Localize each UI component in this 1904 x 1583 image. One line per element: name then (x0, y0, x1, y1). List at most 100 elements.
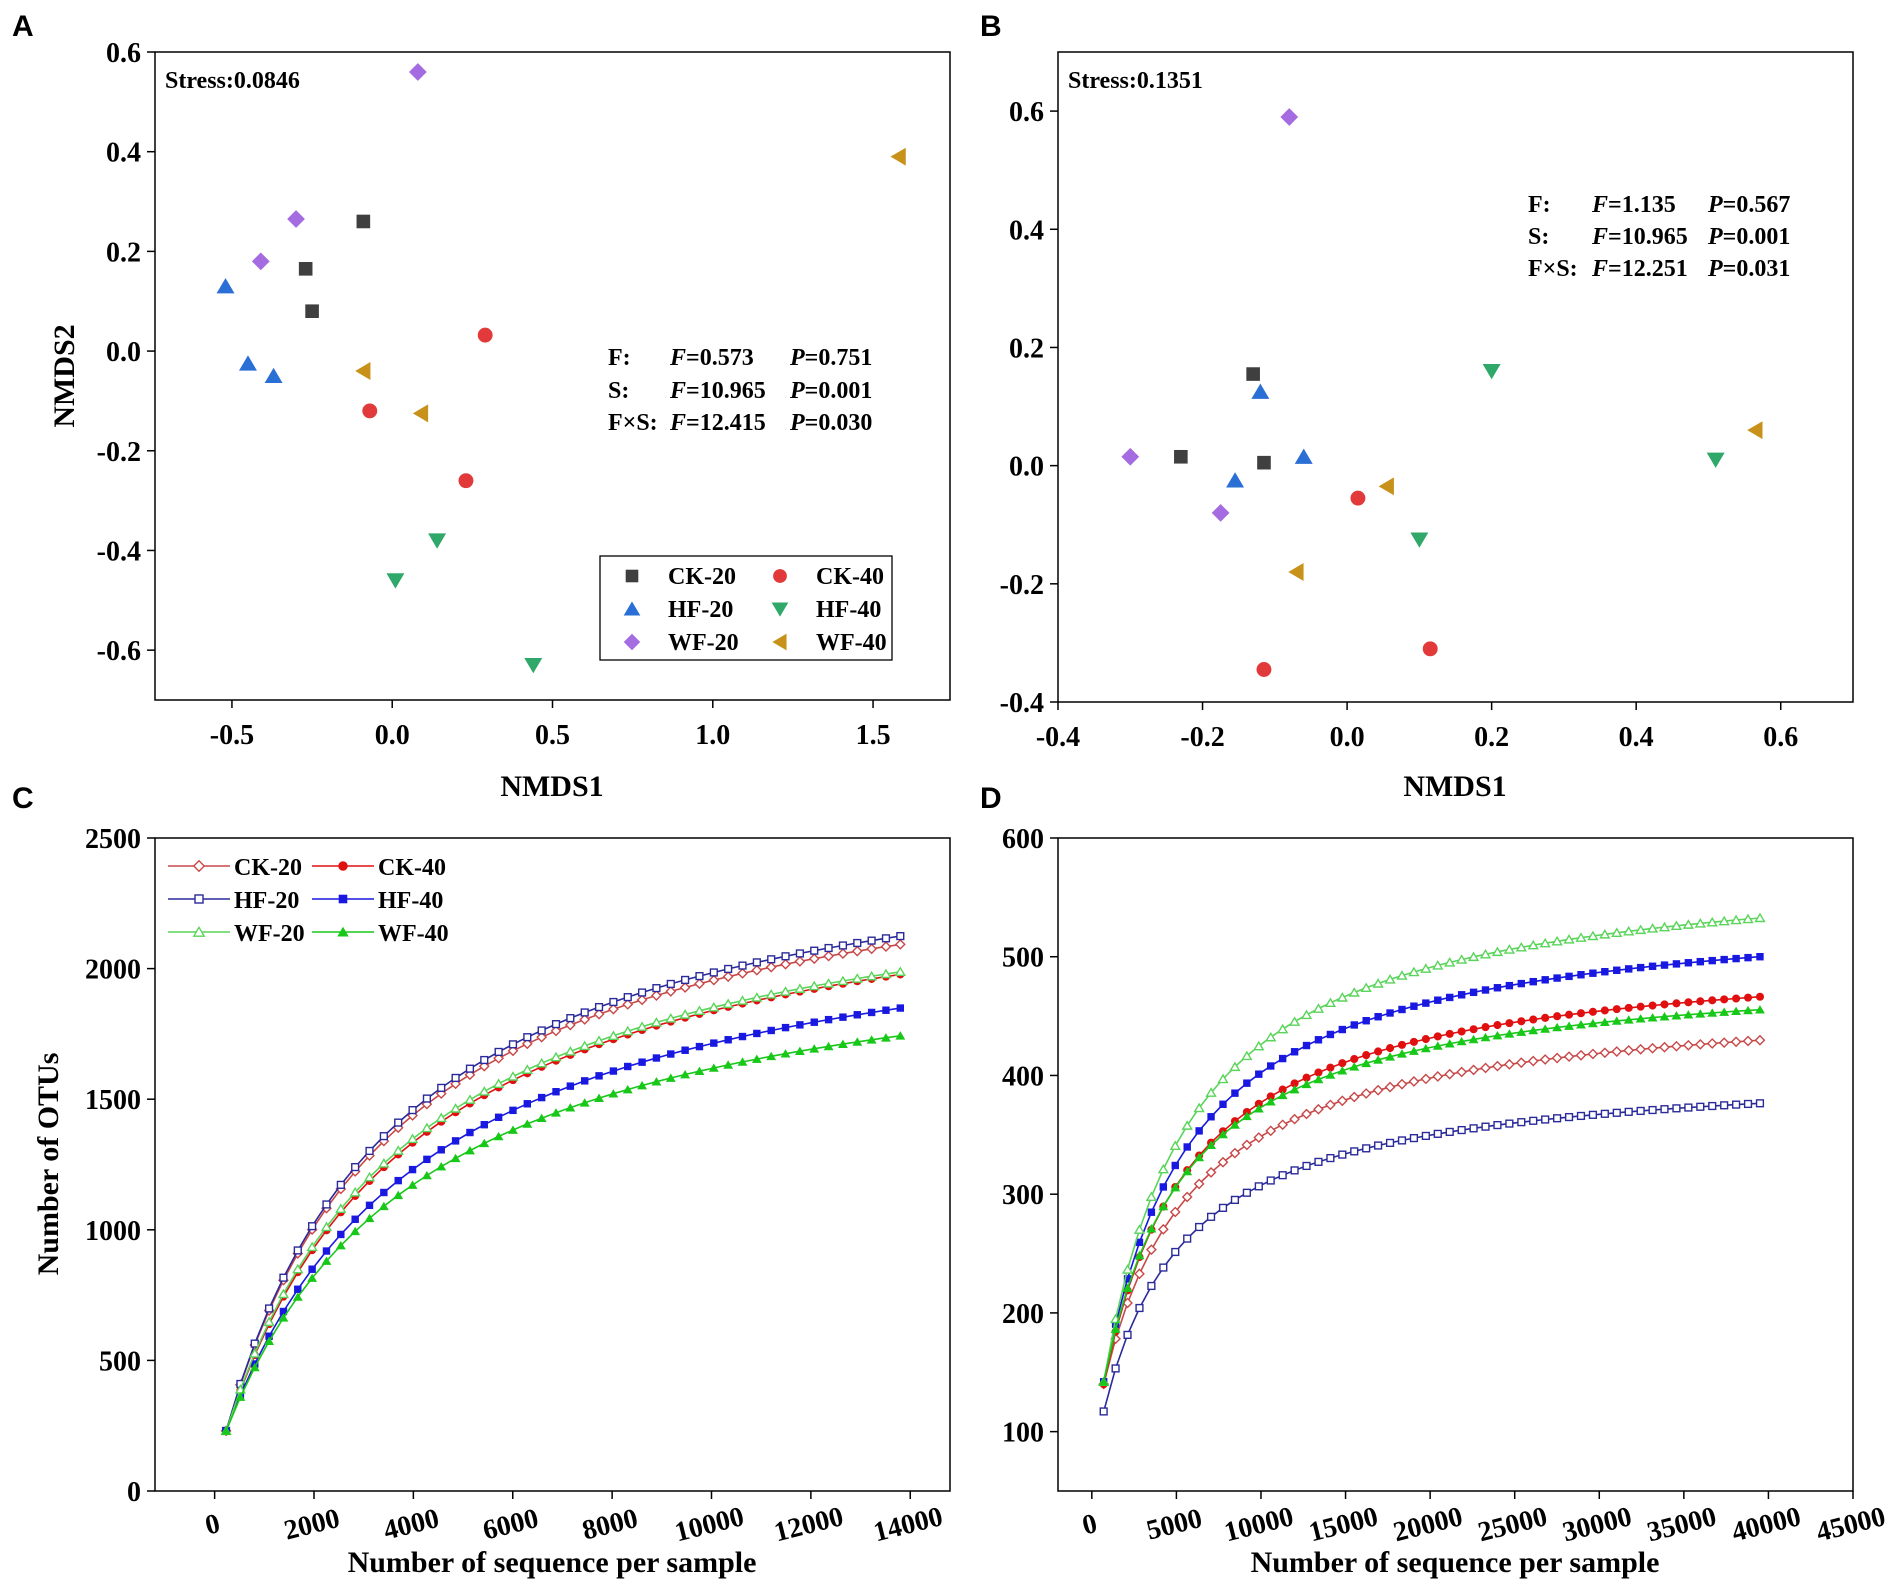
data-point (853, 1011, 861, 1019)
legend-item: CK-40 (773, 564, 884, 590)
stat-f-value: F=10.965 (1591, 224, 1688, 250)
data-point (1444, 1068, 1456, 1080)
point-hf-40 (428, 533, 447, 549)
data-point (1553, 1114, 1562, 1123)
stat-p-value: P=0.001 (1707, 224, 1790, 250)
data-point (1386, 1009, 1394, 1017)
data-point (1612, 1108, 1621, 1117)
data-point (1290, 1048, 1299, 1056)
data-point (1362, 1051, 1371, 1060)
stat-p: =0.567 (1723, 192, 1791, 218)
data-point (1135, 1303, 1144, 1313)
data-point (1397, 1136, 1407, 1145)
data-point (1468, 1064, 1479, 1076)
stat-f-value: F=10.965 (669, 378, 766, 404)
nmds-plot-b: -0.4 -0.2 0.0 0.2 0.4 0.6 -0.4 -0.2 0.0 0.2 0.4 0.6… (1000, 51, 1854, 803)
data-point (766, 1051, 777, 1061)
data-point (1481, 1023, 1490, 1032)
data-point (394, 1118, 403, 1127)
data-point (1696, 1102, 1705, 1111)
data-point (1325, 1070, 1336, 1079)
data-point (1169, 1140, 1181, 1150)
data-point (1301, 1108, 1312, 1120)
data-point (566, 1014, 575, 1023)
legend-marker (338, 861, 348, 871)
data-point (1336, 1095, 1348, 1107)
data-point (1682, 919, 1695, 929)
data-point (1601, 968, 1609, 976)
stress-label: Stress:0.1351 (1068, 68, 1203, 94)
data-point (1492, 1060, 1503, 1072)
x-tick-label: 0.0 (375, 720, 410, 751)
data-point (895, 1031, 906, 1040)
data-point (1541, 1115, 1550, 1124)
data-point (1707, 1008, 1718, 1017)
data-point (624, 1062, 632, 1071)
data-point (1480, 1062, 1491, 1074)
data-point (492, 1078, 505, 1088)
data-point (349, 1186, 361, 1197)
data-point (1421, 1131, 1430, 1141)
data-point (1409, 1037, 1418, 1046)
data-point (308, 1265, 316, 1273)
data-point (753, 1029, 761, 1038)
plot-frame (1057, 51, 1854, 703)
stat-p: =0.751 (805, 345, 873, 371)
data-point (1171, 1161, 1179, 1170)
y-axis-label: Number of OTUs (32, 1053, 65, 1276)
data-point (594, 1093, 604, 1102)
y-axis-label: NMDS2 (48, 324, 81, 427)
data-point (636, 1021, 648, 1031)
x-tick-label: 0.6 (1763, 722, 1798, 753)
data-point (853, 938, 862, 948)
data-point (1302, 1161, 1311, 1171)
x-tick-label: 0.4 (1619, 722, 1654, 753)
data-point (1635, 1014, 1646, 1023)
data-point (1157, 1163, 1169, 1174)
data-point (537, 1093, 546, 1102)
data-point (694, 978, 705, 990)
stat-p: =0.001 (805, 378, 873, 404)
data-point (1469, 1025, 1478, 1034)
data-point (551, 1020, 561, 1029)
data-point (593, 1008, 605, 1020)
data-point (824, 1015, 833, 1024)
point-ck-40 (1422, 641, 1438, 657)
data-point (322, 1247, 331, 1255)
data-point (1409, 1133, 1419, 1143)
data-point (1159, 1263, 1168, 1272)
stat-term: F×S: (608, 410, 658, 436)
data-point (249, 1362, 260, 1372)
data-point (837, 1039, 848, 1048)
data-point (1480, 1032, 1491, 1042)
data-point (579, 1098, 590, 1107)
legend-marker (623, 601, 641, 616)
data-point (1171, 1247, 1180, 1257)
data-point (1324, 1099, 1336, 1111)
data-point (551, 1108, 561, 1117)
data-point (1565, 972, 1573, 981)
data-point (1241, 1111, 1252, 1121)
data-point (1671, 1011, 1682, 1020)
data-point (264, 1304, 274, 1313)
y-tick-label: 100 (1002, 1418, 1044, 1449)
data-point (1169, 1206, 1181, 1218)
data-point (1587, 1018, 1598, 1028)
data-point (1624, 1107, 1633, 1116)
data-point (622, 1025, 634, 1036)
data-point (1719, 1007, 1730, 1016)
data-point (737, 967, 748, 979)
data-point (1277, 1119, 1289, 1131)
data-point (1229, 1061, 1241, 1072)
data-point (751, 1054, 762, 1063)
data-point (1576, 1020, 1586, 1029)
data-point (1444, 1039, 1455, 1048)
data-point (837, 948, 849, 960)
data-point (1326, 1063, 1335, 1072)
data-point (235, 1392, 246, 1401)
data-point (765, 961, 777, 973)
series-wf-40 (355, 147, 906, 423)
data-point (1576, 1111, 1586, 1121)
data-point (765, 989, 777, 999)
data-point (1170, 1182, 1181, 1192)
